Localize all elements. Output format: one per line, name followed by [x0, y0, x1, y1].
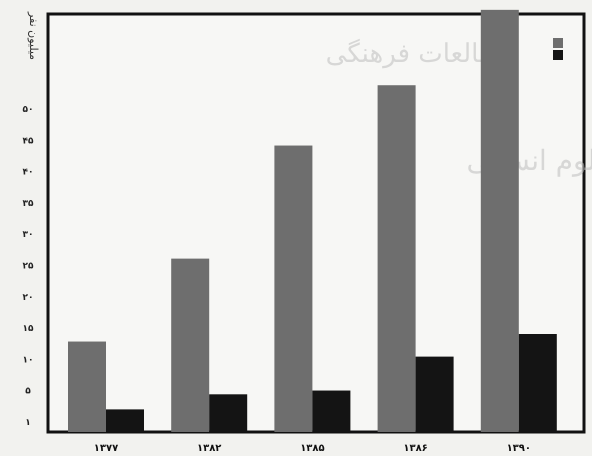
legend-swatch-series-2 — [553, 50, 563, 60]
bar-series-1 — [480, 9, 519, 432]
bar-series-1 — [171, 258, 210, 432]
legend — [553, 38, 563, 60]
x-axis-ticks: ۱۳۷۷ ۱۳۸۲ ۱۳۸۵ ۱۳۸۶ ۱۳۹۰ — [94, 443, 531, 454]
bar-series-2 — [415, 356, 454, 432]
y-axis-label: میلیون نفر — [27, 11, 40, 60]
y-tick-label: ۵ — [25, 387, 31, 397]
legend-swatch-series-1 — [553, 38, 563, 48]
y-tick-label: ۳۰ — [23, 230, 34, 240]
bar-series-1 — [68, 341, 106, 432]
y-tick-label: ۱ — [25, 418, 31, 428]
bar-series-2 — [209, 394, 248, 432]
x-tick-label: ۱۳۸۶ — [403, 443, 427, 454]
y-tick-label: ۱۵ — [23, 324, 34, 334]
x-tick-label: ۱۳۹۰ — [507, 443, 531, 454]
bar-series-1 — [377, 85, 416, 432]
x-tick-label: ۱۳۸۲ — [197, 443, 221, 454]
y-tick-label: ۲۵ — [23, 262, 34, 272]
y-tick-label: ۵۰ — [23, 105, 34, 115]
y-tick-label: ۱۰ — [23, 355, 34, 365]
bar-series-2 — [106, 409, 144, 432]
bar-series-2 — [518, 334, 557, 432]
y-tick-label: ۴۰ — [23, 168, 34, 178]
y-tick-label: ۳۵ — [23, 199, 34, 209]
bars-group — [68, 9, 557, 433]
y-tick-label: ۲۰ — [23, 293, 34, 303]
bar-series-2 — [312, 390, 351, 432]
y-tick-label: ۴۵ — [23, 136, 34, 146]
bar-series-1 — [274, 145, 313, 433]
x-tick-label: ۱۳۷۷ — [94, 443, 118, 454]
x-tick-label: ۱۳۸۵ — [300, 443, 324, 454]
